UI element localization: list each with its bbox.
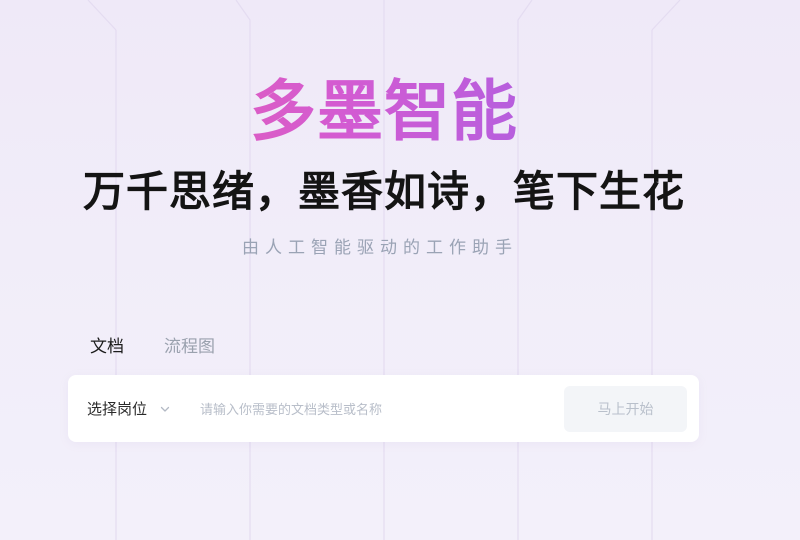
hero-subtitle: 由人工智能驱动的工作助手 xyxy=(242,238,518,258)
start-button[interactable]: 马上开始 xyxy=(564,386,687,432)
mode-tabs: 文档 流程图 xyxy=(90,334,215,360)
chevron-down-icon xyxy=(160,406,170,412)
position-select[interactable]: 选择岗位 xyxy=(87,396,171,422)
hero-slogan: 万千思绪，墨香如诗，笔下生花 xyxy=(82,167,685,216)
tab-flowchart[interactable]: 流程图 xyxy=(164,337,215,357)
document-type-input[interactable] xyxy=(198,395,552,425)
search-card: 选择岗位 马上开始 xyxy=(68,375,699,442)
brand-title: 多墨智能 xyxy=(0,70,768,154)
position-select-label: 选择岗位 xyxy=(87,400,148,418)
tab-document[interactable]: 文档 xyxy=(90,337,124,357)
